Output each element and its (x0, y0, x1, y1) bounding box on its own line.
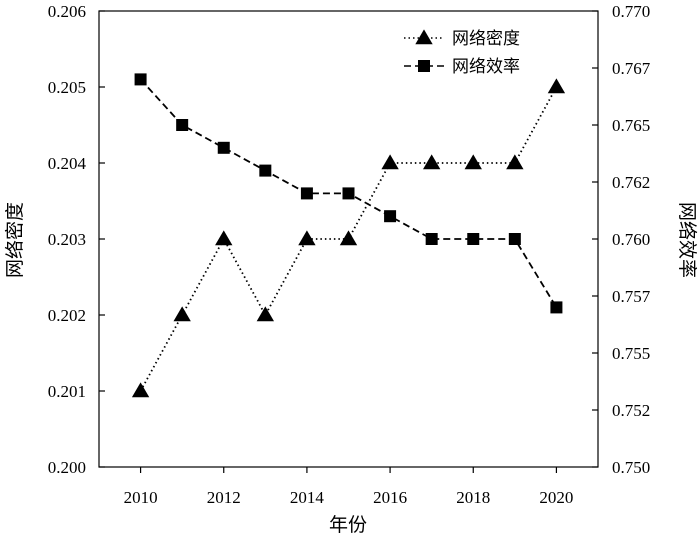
right-y-axis-label: 网络效率 (676, 202, 698, 278)
x-axis-label: 年份 (329, 514, 367, 536)
density-point (506, 154, 524, 170)
left-y-tick-label: 0.200 (48, 458, 86, 477)
left-y-tick-label: 0.203 (48, 230, 86, 249)
density-point (339, 230, 358, 246)
density-point (298, 230, 316, 246)
efficiency-point (300, 187, 313, 200)
right-y-tick-label: 0.752 (612, 401, 650, 420)
left-y-tick-label: 0.202 (48, 306, 86, 325)
left-y-tick-label: 0.201 (48, 382, 86, 401)
efficiency-series (134, 73, 563, 314)
density-point (422, 154, 441, 170)
density-point (381, 154, 399, 170)
density-series (131, 78, 566, 398)
series-layer (131, 73, 566, 398)
left-y-tick-label: 0.204 (48, 154, 87, 173)
right-y-tick-label: 0.770 (612, 2, 650, 21)
right-y-tick-label: 0.762 (612, 173, 650, 192)
x-axis: 2010 2012 2014 2016 2018 2020 (124, 467, 573, 507)
left-y-axis: 0.200 0.201 0.202 0.203 0.204 0.205 0.206 (48, 2, 105, 477)
left-y-axis-label: 网络密度 (4, 202, 26, 278)
legend-label-density: 网络密度 (452, 29, 520, 49)
right-y-tick-label: 0.757 (612, 287, 651, 306)
efficiency-point (425, 233, 438, 245)
efficiency-point (217, 141, 230, 154)
density-point (215, 230, 233, 246)
efficiency-point (342, 187, 355, 200)
efficiency-point (134, 73, 147, 86)
density-point (256, 306, 275, 322)
x-tick-label: 2010 (124, 488, 158, 507)
left-y-tick-label: 0.206 (48, 2, 86, 21)
x-tick-label: 2020 (539, 488, 573, 507)
efficiency-point (467, 233, 480, 245)
right-y-tick-label: 0.767 (612, 59, 651, 78)
density-point (547, 78, 566, 94)
efficiency-point (550, 301, 563, 314)
legend-square-marker (418, 60, 430, 72)
efficiency-point (176, 119, 189, 131)
right-y-tick-label: 0.760 (612, 230, 650, 249)
right-y-tick-label: 0.755 (612, 344, 650, 363)
x-tick-label: 2012 (207, 488, 241, 507)
efficiency-point (384, 210, 397, 223)
x-tick-label: 2016 (373, 488, 407, 507)
right-y-tick-label: 0.750 (612, 458, 650, 477)
density-point (173, 306, 191, 322)
legend-triangle-marker (415, 29, 433, 45)
x-tick-label: 2014 (290, 488, 325, 507)
right-y-tick-label: 0.765 (612, 116, 650, 135)
efficiency-point (508, 233, 521, 245)
right-y-axis: 0.750 0.752 0.755 0.757 0.760 0.762 0.765 0.767… (592, 2, 651, 477)
density-point (464, 154, 482, 170)
left-y-tick-label: 0.205 (48, 78, 86, 97)
legend-label-efficiency: 网络效率 (452, 57, 520, 77)
density-point (131, 382, 150, 398)
efficiency-point (259, 164, 272, 177)
x-tick-label: 2018 (456, 488, 490, 507)
